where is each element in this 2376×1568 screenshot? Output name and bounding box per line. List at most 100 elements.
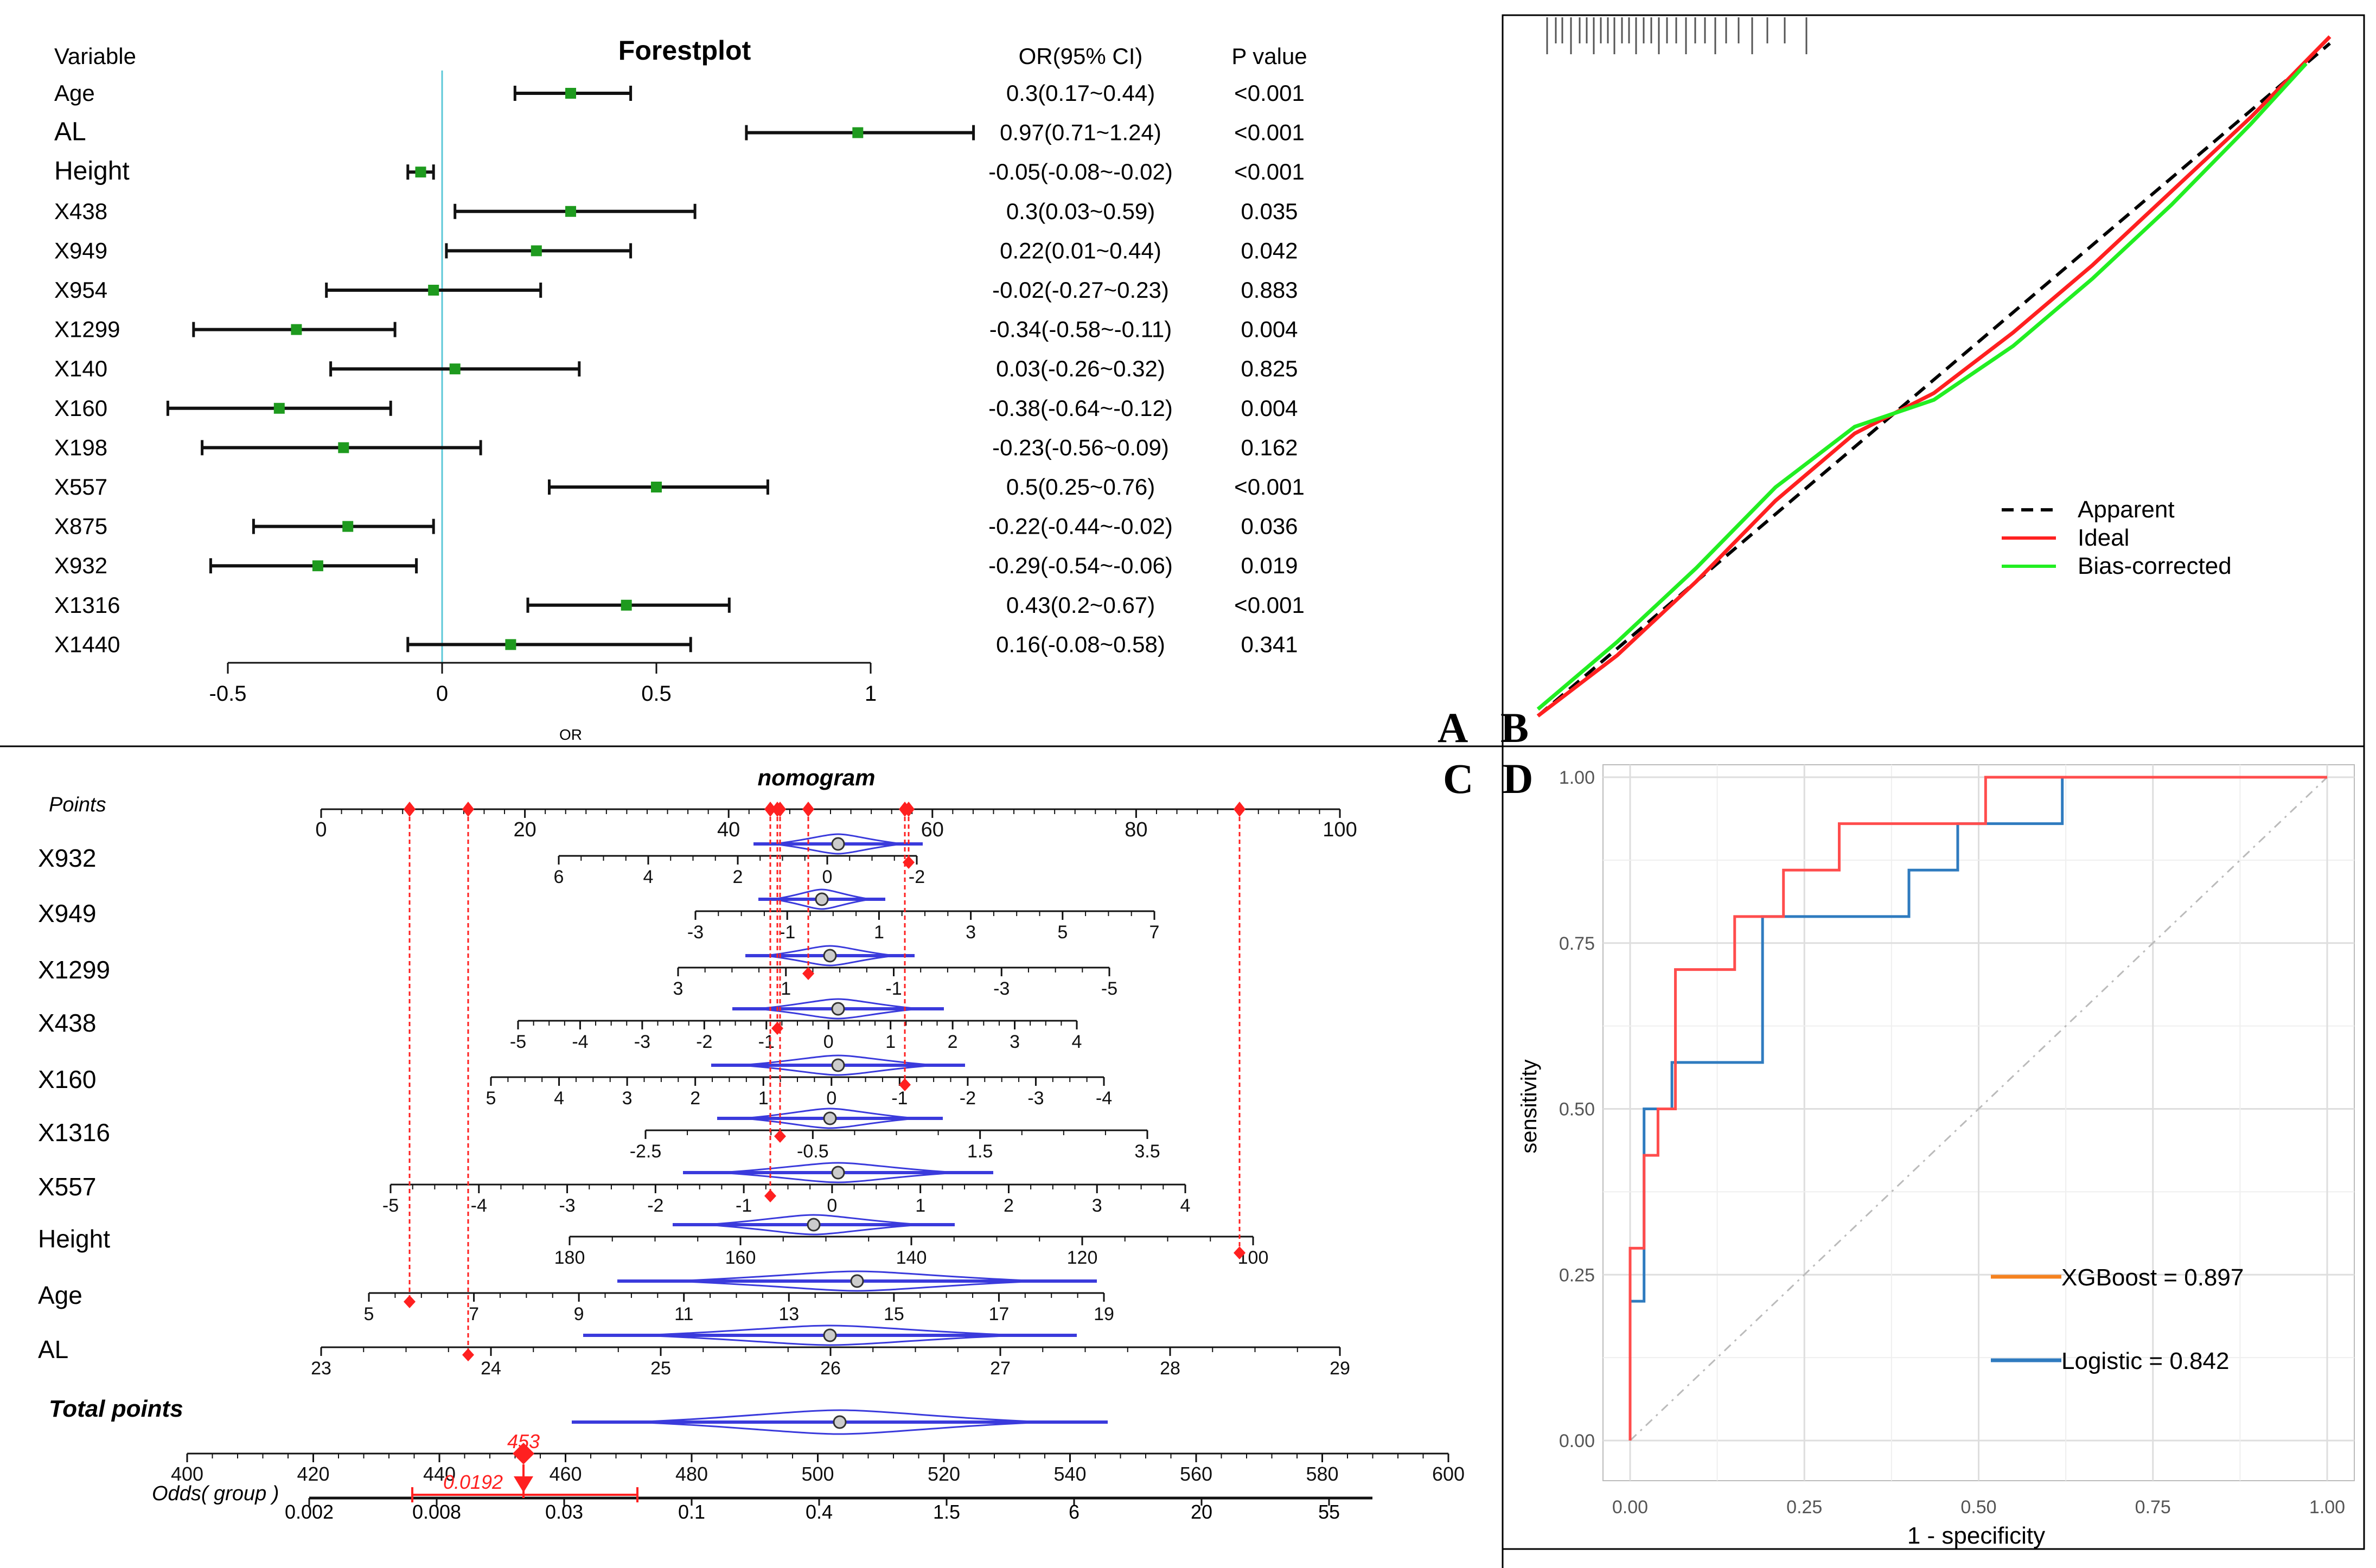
forest-variable-label: X1440: [54, 631, 120, 657]
nomogram-marker: [404, 1295, 416, 1308]
nomogram-tick-label: -3: [634, 1032, 650, 1052]
nomogram-tick-label: 25: [650, 1358, 671, 1379]
forest-p-text: 0.825: [1241, 356, 1298, 381]
nomogram-odds-label: Odds( group ): [152, 1482, 279, 1505]
nomogram-variable-label: Height: [38, 1225, 110, 1253]
nomogram-tick-label: 3.5: [1134, 1141, 1160, 1162]
nomogram-tick-label: 27: [990, 1358, 1011, 1379]
nomogram-tick-label: 55: [1318, 1501, 1340, 1523]
roc-plot: 0.00 0.25 0.50 0.75 1.00 0.00 0.25 0.50 0.75 1.00…: [1502, 745, 2365, 1550]
forest-variable-label: X949: [54, 238, 107, 263]
forest-or-text: -0.02(-0.27~0.23): [992, 277, 1169, 303]
nomogram-tick-label: 600: [1432, 1463, 1465, 1485]
nomogram-tick-label: 4: [643, 867, 654, 887]
nomogram-median-point: [831, 1058, 845, 1072]
forest-p-text: <0.001: [1234, 474, 1305, 500]
nomogram-median-point: [823, 949, 837, 963]
nomogram-tick-label: -1: [891, 1088, 908, 1109]
nomogram-tick-label: -1: [779, 922, 795, 943]
forest-or-text: 0.5(0.25~0.76): [1006, 474, 1155, 500]
nomogram-median-point: [831, 1002, 845, 1016]
forest-p-text: 0.042: [1241, 238, 1298, 263]
nomogram-variable-label: X932: [38, 844, 96, 872]
nomogram-tick-label: 11: [674, 1304, 693, 1324]
forest-variable-label: X954: [54, 277, 107, 303]
forest-or-text: -0.38(-0.64~-0.12): [988, 395, 1173, 421]
nomogram-tick-label: -3: [993, 978, 1010, 999]
roc-y-tick-label: 0.00: [1559, 1431, 1595, 1451]
forest-point: [415, 167, 426, 178]
nomogram-tick-label: 6: [1069, 1501, 1080, 1523]
nomogram-variable-label: X1299: [38, 956, 110, 984]
nomogram-tick-label: -2: [960, 1088, 976, 1109]
roc-x-tick-label: 0.50: [1960, 1497, 1996, 1518]
nomogram-tick-label: -1: [885, 978, 902, 999]
nomogram-tick-label: 1: [915, 1195, 925, 1216]
nomogram-tick-label: 120: [1067, 1247, 1098, 1268]
nomogram-tick-label: 4: [1072, 1032, 1082, 1052]
nomogram-tick-label: 5: [364, 1304, 374, 1324]
nomogram-tick-label: 4: [1180, 1195, 1191, 1216]
nomogram-tick-label: 2: [690, 1088, 700, 1109]
nomogram-tick-label: 7: [1149, 922, 1160, 943]
nomogram-tick-label: 2: [1004, 1195, 1014, 1216]
roc-x-tick-label: 0.25: [1786, 1497, 1822, 1518]
forest-p-text: 0.019: [1241, 553, 1298, 578]
panel-label-c: C: [1443, 755, 1473, 802]
nomogram-variable-label: X949: [38, 899, 96, 927]
forest-p-text: <0.001: [1234, 120, 1305, 145]
nomogram-tick-label: 2: [948, 1032, 958, 1052]
forest-x-tick-label: 1: [865, 682, 877, 706]
nomogram-tick-label: -2.5: [630, 1141, 662, 1162]
forest-point: [531, 245, 542, 257]
nomogram-tick-label: 580: [1306, 1463, 1338, 1485]
forest-variable-label: X160: [54, 395, 107, 421]
nomogram-tick-label: 19: [1094, 1304, 1114, 1324]
nomogram-tick-label: 0.03: [545, 1501, 583, 1523]
nomogram-marker: [774, 1130, 786, 1143]
roc-y-tick-label: 0.50: [1559, 1099, 1595, 1120]
nomogram-tick-label: 1.5: [967, 1141, 993, 1162]
forest-point: [312, 560, 323, 572]
nomogram-tick-label: 20: [1191, 1501, 1212, 1523]
nomogram-marker: [899, 1078, 911, 1091]
forest-p-text: 0.883: [1241, 277, 1298, 303]
nomogram-tick-label: 1: [758, 1088, 769, 1109]
nomogram-tick-label: -1: [736, 1195, 752, 1216]
nomogram-tick-label: 1: [781, 978, 791, 999]
forest-variable-label: X140: [54, 356, 107, 381]
forest-point: [428, 285, 439, 296]
forest-or-text: 0.43(0.2~0.67): [1006, 592, 1155, 618]
roc-ylabel: sensitivity: [1517, 1059, 1541, 1153]
forest-or-text: -0.05(-0.08~-0.02): [988, 159, 1173, 184]
nomogram-tick-label: 160: [725, 1247, 756, 1268]
forest-point: [852, 127, 864, 138]
nomogram-marker: [802, 802, 814, 817]
roc-y-tick-label: 0.25: [1559, 1265, 1595, 1285]
forest-p-text: 0.341: [1241, 631, 1298, 657]
forest-variable-label: X875: [54, 514, 107, 539]
nomogram-median-point: [823, 1111, 837, 1125]
forest-p-text: <0.001: [1234, 592, 1305, 618]
forest-variable-label: X438: [54, 199, 107, 224]
nomogram-tick-label: 4: [554, 1088, 564, 1109]
nomogram-marker: [1234, 802, 1246, 817]
nomogram-tick-label: 20: [513, 818, 536, 841]
nomogram-tick-label: 28: [1160, 1358, 1180, 1379]
forest-variable-label: X1316: [54, 592, 120, 618]
forest-header-or: OR(95% CI): [1019, 43, 1143, 69]
nomogram-tick-label: 80: [1125, 818, 1147, 841]
nomogram-tick-label: 17: [989, 1304, 1010, 1324]
forest-p-text: 0.162: [1241, 434, 1298, 460]
forest-point: [342, 521, 354, 532]
nomogram-marker: [1234, 1246, 1246, 1259]
forest-p-text: 0.004: [1241, 395, 1298, 421]
nomogram-tick-label: 13: [778, 1304, 799, 1324]
roc-y-tick-label: 1.00: [1559, 767, 1595, 788]
forest-or-text: -0.23(-0.56~0.09): [992, 434, 1169, 460]
forest-header-p: P value: [1231, 43, 1307, 69]
nomogram-tick-label: 0.1: [678, 1501, 705, 1523]
nomogram-tick-label: 3: [673, 978, 684, 999]
calibration-legend-label: Ideal: [2078, 524, 2129, 551]
